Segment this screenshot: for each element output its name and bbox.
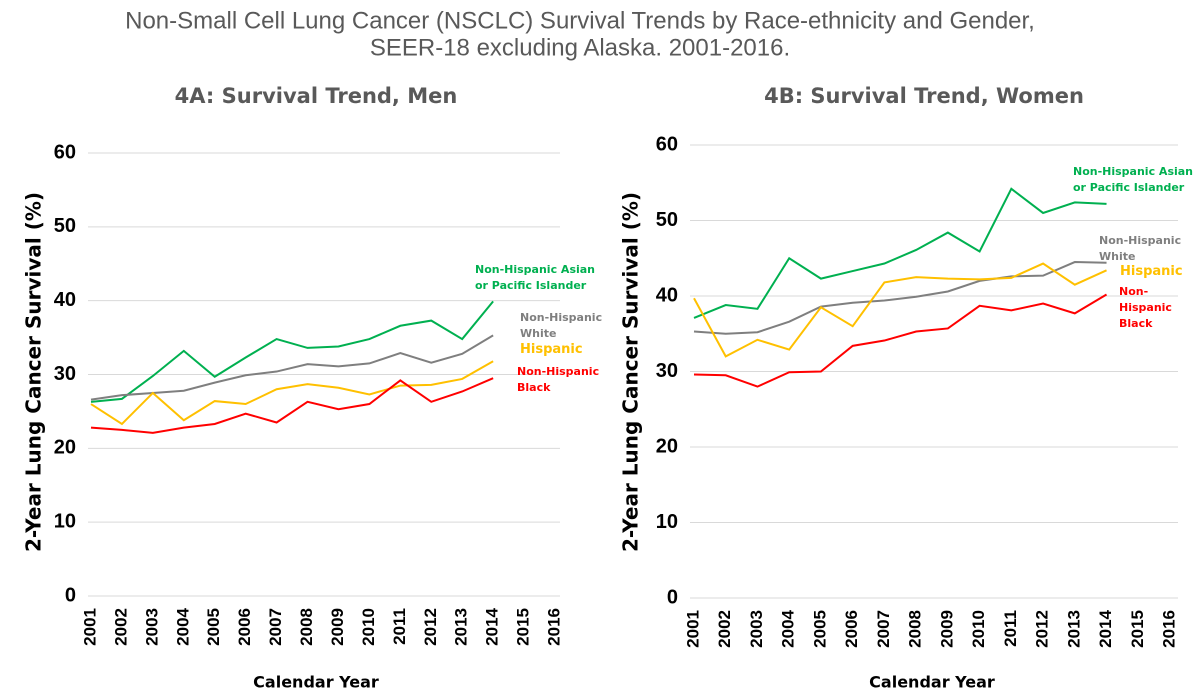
- x-tick-label: 2004: [173, 607, 192, 645]
- x-tick-label: 2004: [779, 609, 798, 647]
- x-tick-label: 2016: [544, 608, 563, 646]
- y-tick-label: 30: [656, 360, 678, 382]
- y-tick-label: 60: [54, 141, 76, 163]
- series-line: [693, 187, 1107, 319]
- series-label: Non-Hispanic Asian or Pacific Islander: [475, 263, 596, 292]
- x-tick-label: 2013: [1064, 610, 1083, 648]
- series-label: Non-Hispanic White: [520, 311, 603, 340]
- y-tick-label: 10: [54, 510, 76, 532]
- series-line: [90, 360, 494, 426]
- series-line: [90, 300, 494, 403]
- series-line: [90, 377, 494, 434]
- x-tick-label: 2009: [937, 610, 956, 648]
- x-tick-label: 2005: [204, 608, 223, 646]
- x-axis-label: Calendar Year: [253, 673, 379, 692]
- x-axis-label: Calendar Year: [869, 673, 995, 692]
- y-tick-label: 60: [656, 133, 678, 155]
- y-tick-label: 40: [54, 289, 76, 311]
- x-tick-label: 2009: [328, 608, 347, 646]
- x-tick-label: 2001: [683, 610, 702, 648]
- y-axis-label: 2-Year Lung Cancer Survival (%): [22, 192, 46, 552]
- x-tick-label: 2002: [715, 610, 734, 648]
- x-tick-label: 2012: [1033, 610, 1052, 648]
- series-line: [693, 262, 1107, 358]
- series-label: Non-Hispanic Black: [1119, 285, 1172, 330]
- x-tick-label: 2011: [390, 608, 409, 645]
- y-tick-label: 0: [65, 584, 76, 606]
- chart-title: 4B: Survival Trend, Women: [764, 84, 1084, 108]
- figure-title: SEER-18 excluding Alaska. 2001-2016.: [370, 34, 790, 61]
- x-tick-label: 2002: [111, 608, 130, 646]
- x-tick-label: 2014: [1096, 609, 1115, 647]
- x-tick-label: 2014: [483, 607, 502, 645]
- y-tick-label: 10: [656, 511, 678, 533]
- x-tick-label: 2007: [874, 610, 893, 648]
- y-tick-label: 20: [656, 435, 678, 457]
- x-tick-label: 2005: [810, 610, 829, 648]
- x-tick-label: 2013: [452, 608, 471, 646]
- series-label: Hispanic: [520, 342, 583, 357]
- x-tick-label: 2008: [906, 610, 925, 648]
- y-tick-label: 20: [54, 437, 76, 459]
- x-tick-label: 2003: [142, 608, 161, 646]
- y-tick-label: 50: [54, 215, 76, 237]
- series-line: [693, 261, 1107, 335]
- chart-title: 4A: Survival Trend, Men: [175, 84, 458, 108]
- series-line: [90, 334, 494, 401]
- y-tick-label: 30: [54, 363, 76, 385]
- x-tick-label: 2011: [1001, 610, 1020, 647]
- series-label: Non-Hispanic White: [1099, 234, 1182, 263]
- x-tick-label: 2012: [421, 608, 440, 646]
- x-tick-label: 2015: [514, 608, 533, 646]
- x-tick-label: 2006: [842, 610, 861, 648]
- y-tick-label: 0: [667, 586, 678, 608]
- x-tick-label: 2016: [1159, 610, 1178, 648]
- x-tick-label: 2008: [297, 608, 316, 646]
- y-tick-label: 50: [656, 209, 678, 231]
- series-line: [693, 293, 1108, 388]
- series-label: Hispanic: [1120, 264, 1183, 279]
- series-label: Non-Hispanic Black: [517, 365, 600, 394]
- x-tick-label: 2003: [747, 610, 766, 648]
- y-axis-label: 2-Year Lung Cancer Survival (%): [619, 192, 643, 552]
- x-tick-label: 2015: [1128, 610, 1147, 648]
- x-tick-label: 2007: [266, 608, 285, 646]
- x-tick-label: 2010: [359, 608, 378, 646]
- series-label: Non-Hispanic Asian or Pacific Islander: [1073, 165, 1194, 194]
- x-tick-label: 2006: [235, 608, 254, 646]
- x-tick-label: 2010: [969, 610, 988, 648]
- figure-title: Non-Small Cell Lung Cancer (NSCLC) Survi…: [125, 7, 1035, 34]
- y-tick-label: 40: [656, 284, 678, 306]
- x-tick-label: 2001: [80, 608, 99, 646]
